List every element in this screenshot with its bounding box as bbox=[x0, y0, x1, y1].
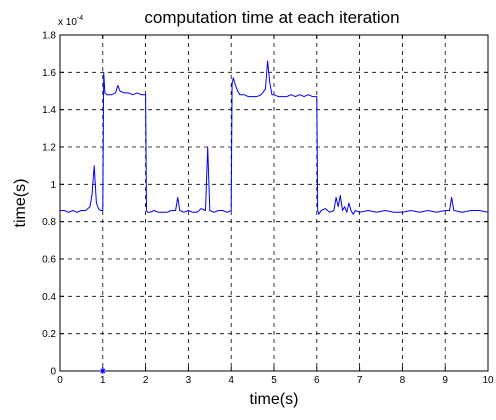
chart-title: computation time at each iteration bbox=[144, 8, 399, 27]
grid bbox=[60, 35, 488, 371]
y-tick-label: 0.6 bbox=[42, 255, 56, 266]
tick-labels: 0 1 2 3 4 5 6 7 8 9 10 0 0.2 0.4 0.6 0.8 1 1.2 1.4 1.6 1.8 bbox=[42, 31, 494, 387]
y-tick-label: 0.4 bbox=[42, 292, 56, 303]
marker-group bbox=[99, 368, 106, 374]
x-axis-label: time(s) bbox=[250, 391, 299, 408]
y-exponent-label: x 10-4 bbox=[58, 15, 83, 28]
y-tick-label: 0 bbox=[50, 367, 56, 378]
x-tick-label: 8 bbox=[400, 375, 406, 386]
x-tick-label: 5 bbox=[271, 375, 277, 386]
x-tick-label: 2 bbox=[143, 375, 149, 386]
x-tick-label: 7 bbox=[357, 375, 363, 386]
x-tick-label: 3 bbox=[186, 375, 192, 386]
y-tick-label: 1.8 bbox=[42, 31, 56, 42]
y-tick-label: 0.2 bbox=[42, 329, 56, 340]
y-tick-label: 1.2 bbox=[42, 143, 56, 154]
y-axis-label: time(s) bbox=[12, 179, 29, 228]
x-tick-label: 4 bbox=[228, 375, 234, 386]
y-tick-label: 0.8 bbox=[42, 217, 56, 228]
star-marker bbox=[99, 368, 106, 374]
x-tick-label: 10 bbox=[482, 375, 494, 386]
x-tick-label: 9 bbox=[442, 375, 448, 386]
x-tick-label: 1 bbox=[100, 375, 106, 386]
star-marker-stroke bbox=[100, 368, 106, 374]
y-tick-label: 1.6 bbox=[42, 68, 56, 79]
series-line-0 bbox=[60, 60, 489, 215]
y-tick-label: 1 bbox=[50, 180, 56, 191]
y-tick-label: 1.4 bbox=[42, 105, 56, 116]
series bbox=[60, 60, 489, 215]
x-tick-label: 0 bbox=[57, 375, 63, 386]
x-tick-label: 6 bbox=[314, 375, 320, 386]
y-exponent-base: x 10 bbox=[58, 17, 77, 28]
y-exponent-power: -4 bbox=[77, 15, 83, 22]
